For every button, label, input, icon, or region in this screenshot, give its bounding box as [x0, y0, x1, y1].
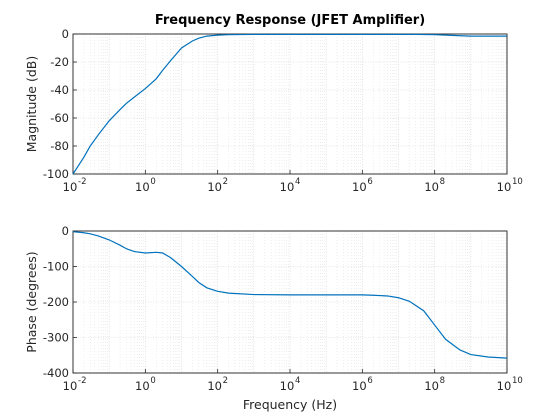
- x-tick-exponent: 0: [150, 376, 155, 386]
- x-tick-exponent: 10: [512, 376, 523, 386]
- x-tick-label: 10: [207, 379, 222, 393]
- y-tick-label: -40: [50, 83, 69, 97]
- y-tick-label: -80: [50, 139, 69, 153]
- x-tick-exponent: 0: [150, 177, 155, 187]
- x-tick-exponent: 8: [440, 177, 445, 187]
- y-axis-label: Phase (degrees): [24, 251, 39, 352]
- x-tick-label: 10: [207, 180, 222, 194]
- x-tick-label: 10: [135, 379, 150, 393]
- y-tick-label: -400: [43, 366, 69, 380]
- y-tick-label: -100: [43, 260, 69, 274]
- x-tick-label: 10: [63, 180, 78, 194]
- x-tick-exponent: -2: [78, 177, 86, 187]
- x-tick-exponent: 4: [295, 376, 300, 386]
- x-tick-label: 10: [63, 379, 78, 393]
- x-tick-exponent: 2: [223, 376, 228, 386]
- magnitude-chart-title: Frequency Response (JFET Amplifier): [155, 13, 425, 28]
- x-tick-label: 10: [497, 180, 512, 194]
- x-tick-label: 10: [424, 180, 439, 194]
- y-tick-label: -300: [43, 331, 69, 345]
- y-tick-label: 0: [62, 27, 69, 41]
- x-tick-exponent: 8: [440, 376, 445, 386]
- x-tick-exponent: -2: [78, 376, 86, 386]
- x-tick-exponent: 6: [367, 177, 372, 187]
- x-tick-label: 10: [352, 180, 367, 194]
- x-axis-label: Frequency (Hz): [243, 397, 337, 412]
- x-tick-label: 10: [424, 379, 439, 393]
- x-tick-exponent: 10: [512, 177, 523, 187]
- x-tick-label: 10: [497, 379, 512, 393]
- x-tick-label: 10: [280, 379, 295, 393]
- y-tick-label: -200: [43, 295, 69, 309]
- x-tick-exponent: 6: [367, 376, 372, 386]
- response-curve: [72, 33, 507, 175]
- x-tick-exponent: 2: [223, 177, 228, 187]
- x-tick-exponent: 4: [295, 177, 300, 187]
- response-curve: [72, 231, 508, 359]
- y-tick-label: -100: [43, 167, 69, 181]
- y-tick-label: 0: [62, 224, 69, 238]
- y-tick-label: -20: [50, 55, 69, 69]
- x-tick-label: 10: [135, 180, 150, 194]
- x-tick-label: 10: [280, 180, 295, 194]
- y-tick-label: -60: [50, 111, 69, 125]
- y-axis-label: Magnitude (dB): [24, 56, 39, 152]
- x-tick-label: 10: [352, 379, 367, 393]
